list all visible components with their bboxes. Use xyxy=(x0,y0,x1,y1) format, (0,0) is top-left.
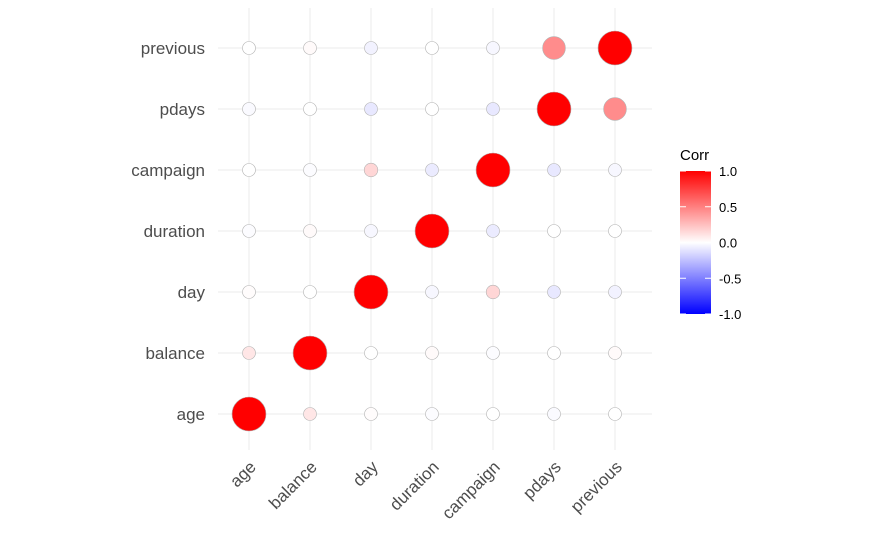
corr-cell-campaign-pdays xyxy=(486,102,500,116)
corr-cell-balance-day xyxy=(303,285,317,299)
corr-cell-previous-day xyxy=(608,285,622,299)
corr-cell-age-day xyxy=(242,285,256,299)
y-tick-label-campaign: campaign xyxy=(131,161,205,180)
legend-tick-label: 0.5 xyxy=(719,200,737,215)
x-tick-label-age: age xyxy=(226,457,259,490)
corr-cell-age-age xyxy=(231,396,267,432)
corr-cell-duration-day xyxy=(425,285,439,299)
corr-cell-pdays-duration xyxy=(547,224,561,238)
corr-cell-day-age xyxy=(364,407,378,421)
corr-cell-duration-previous xyxy=(425,41,439,55)
legend-tick-label: 1.0 xyxy=(719,164,737,179)
corr-cell-pdays-pdays xyxy=(536,91,572,127)
corr-cell-previous-campaign xyxy=(608,163,622,177)
corr-cell-campaign-age xyxy=(486,407,500,421)
legend-tick-label: -1.0 xyxy=(719,307,741,322)
corr-cell-pdays-campaign xyxy=(547,163,561,177)
y-tick-label-day: day xyxy=(178,283,206,302)
corr-cell-campaign-duration xyxy=(486,224,500,238)
corr-cell-campaign-previous xyxy=(486,41,500,55)
corr-cell-pdays-balance xyxy=(547,346,561,360)
corr-cell-age-balance xyxy=(242,346,256,360)
corr-cell-balance-age xyxy=(303,407,317,421)
corr-cell-campaign-balance xyxy=(486,346,500,360)
y-tick-label-pdays: pdays xyxy=(160,100,205,119)
corr-cell-pdays-previous xyxy=(542,36,566,60)
corr-cell-age-previous xyxy=(242,41,256,55)
corr-cell-pdays-day xyxy=(547,285,561,299)
corr-cell-balance-balance xyxy=(292,335,328,371)
legend-tick-label: 0.0 xyxy=(719,236,737,251)
legend-ticks: 1.0 0.5 0.0 -0.5 -1.0 xyxy=(680,164,741,322)
legend-tick-label: -0.5 xyxy=(719,271,741,286)
legend-title: Corr xyxy=(680,147,709,164)
corr-cell-day-previous xyxy=(364,41,378,55)
correlation-cells xyxy=(231,30,633,432)
corr-cell-balance-previous xyxy=(303,41,317,55)
corr-cell-balance-duration xyxy=(303,224,317,238)
corr-cell-duration-balance xyxy=(425,346,439,360)
corr-cell-age-duration xyxy=(242,224,256,238)
x-tick-label-campaign: campaign xyxy=(438,457,504,523)
corr-cell-pdays-age xyxy=(547,407,561,421)
corr-cell-duration-campaign xyxy=(425,163,439,177)
corr-cell-previous-pdays xyxy=(603,97,627,121)
corr-cell-duration-duration xyxy=(414,213,450,249)
corr-cell-day-day xyxy=(353,274,389,310)
y-tick-label-age: age xyxy=(177,405,205,424)
corr-cell-previous-age xyxy=(608,407,622,421)
corr-cell-campaign-campaign xyxy=(475,152,511,188)
corr-cell-previous-duration xyxy=(608,224,622,238)
y-tick-label-balance: balance xyxy=(145,344,205,363)
corr-cell-day-campaign xyxy=(363,162,379,178)
corr-cell-duration-age xyxy=(425,407,439,421)
x-tick-label-day: day xyxy=(349,457,382,490)
x-tick-label-balance: balance xyxy=(265,457,321,513)
x-tick-label-previous: previous xyxy=(567,457,626,516)
corr-cell-campaign-day xyxy=(485,284,501,300)
y-tick-label-duration: duration xyxy=(144,222,205,241)
corr-cell-balance-campaign xyxy=(303,163,317,177)
corr-cell-day-balance xyxy=(364,346,378,360)
corr-cell-balance-pdays xyxy=(303,102,317,116)
corr-cell-day-duration xyxy=(364,224,378,238)
x-tick-label-duration: duration xyxy=(386,457,443,514)
corr-cell-day-pdays xyxy=(364,102,378,116)
corr-cell-age-pdays xyxy=(242,102,256,116)
y-axis-tick-labels: age balance day duration campaign pdays previo… xyxy=(131,39,205,424)
y-tick-label-previous: previous xyxy=(141,39,205,58)
legend: Corr 1.0 0.5 0.0 -0.5 -1.0 xyxy=(680,147,741,322)
corr-cell-previous-balance xyxy=(608,346,622,360)
x-tick-label-pdays: pdays xyxy=(519,457,565,503)
corr-cell-duration-pdays xyxy=(425,102,439,116)
corr-cell-previous-previous xyxy=(597,30,633,66)
corr-cell-age-campaign xyxy=(242,163,256,177)
